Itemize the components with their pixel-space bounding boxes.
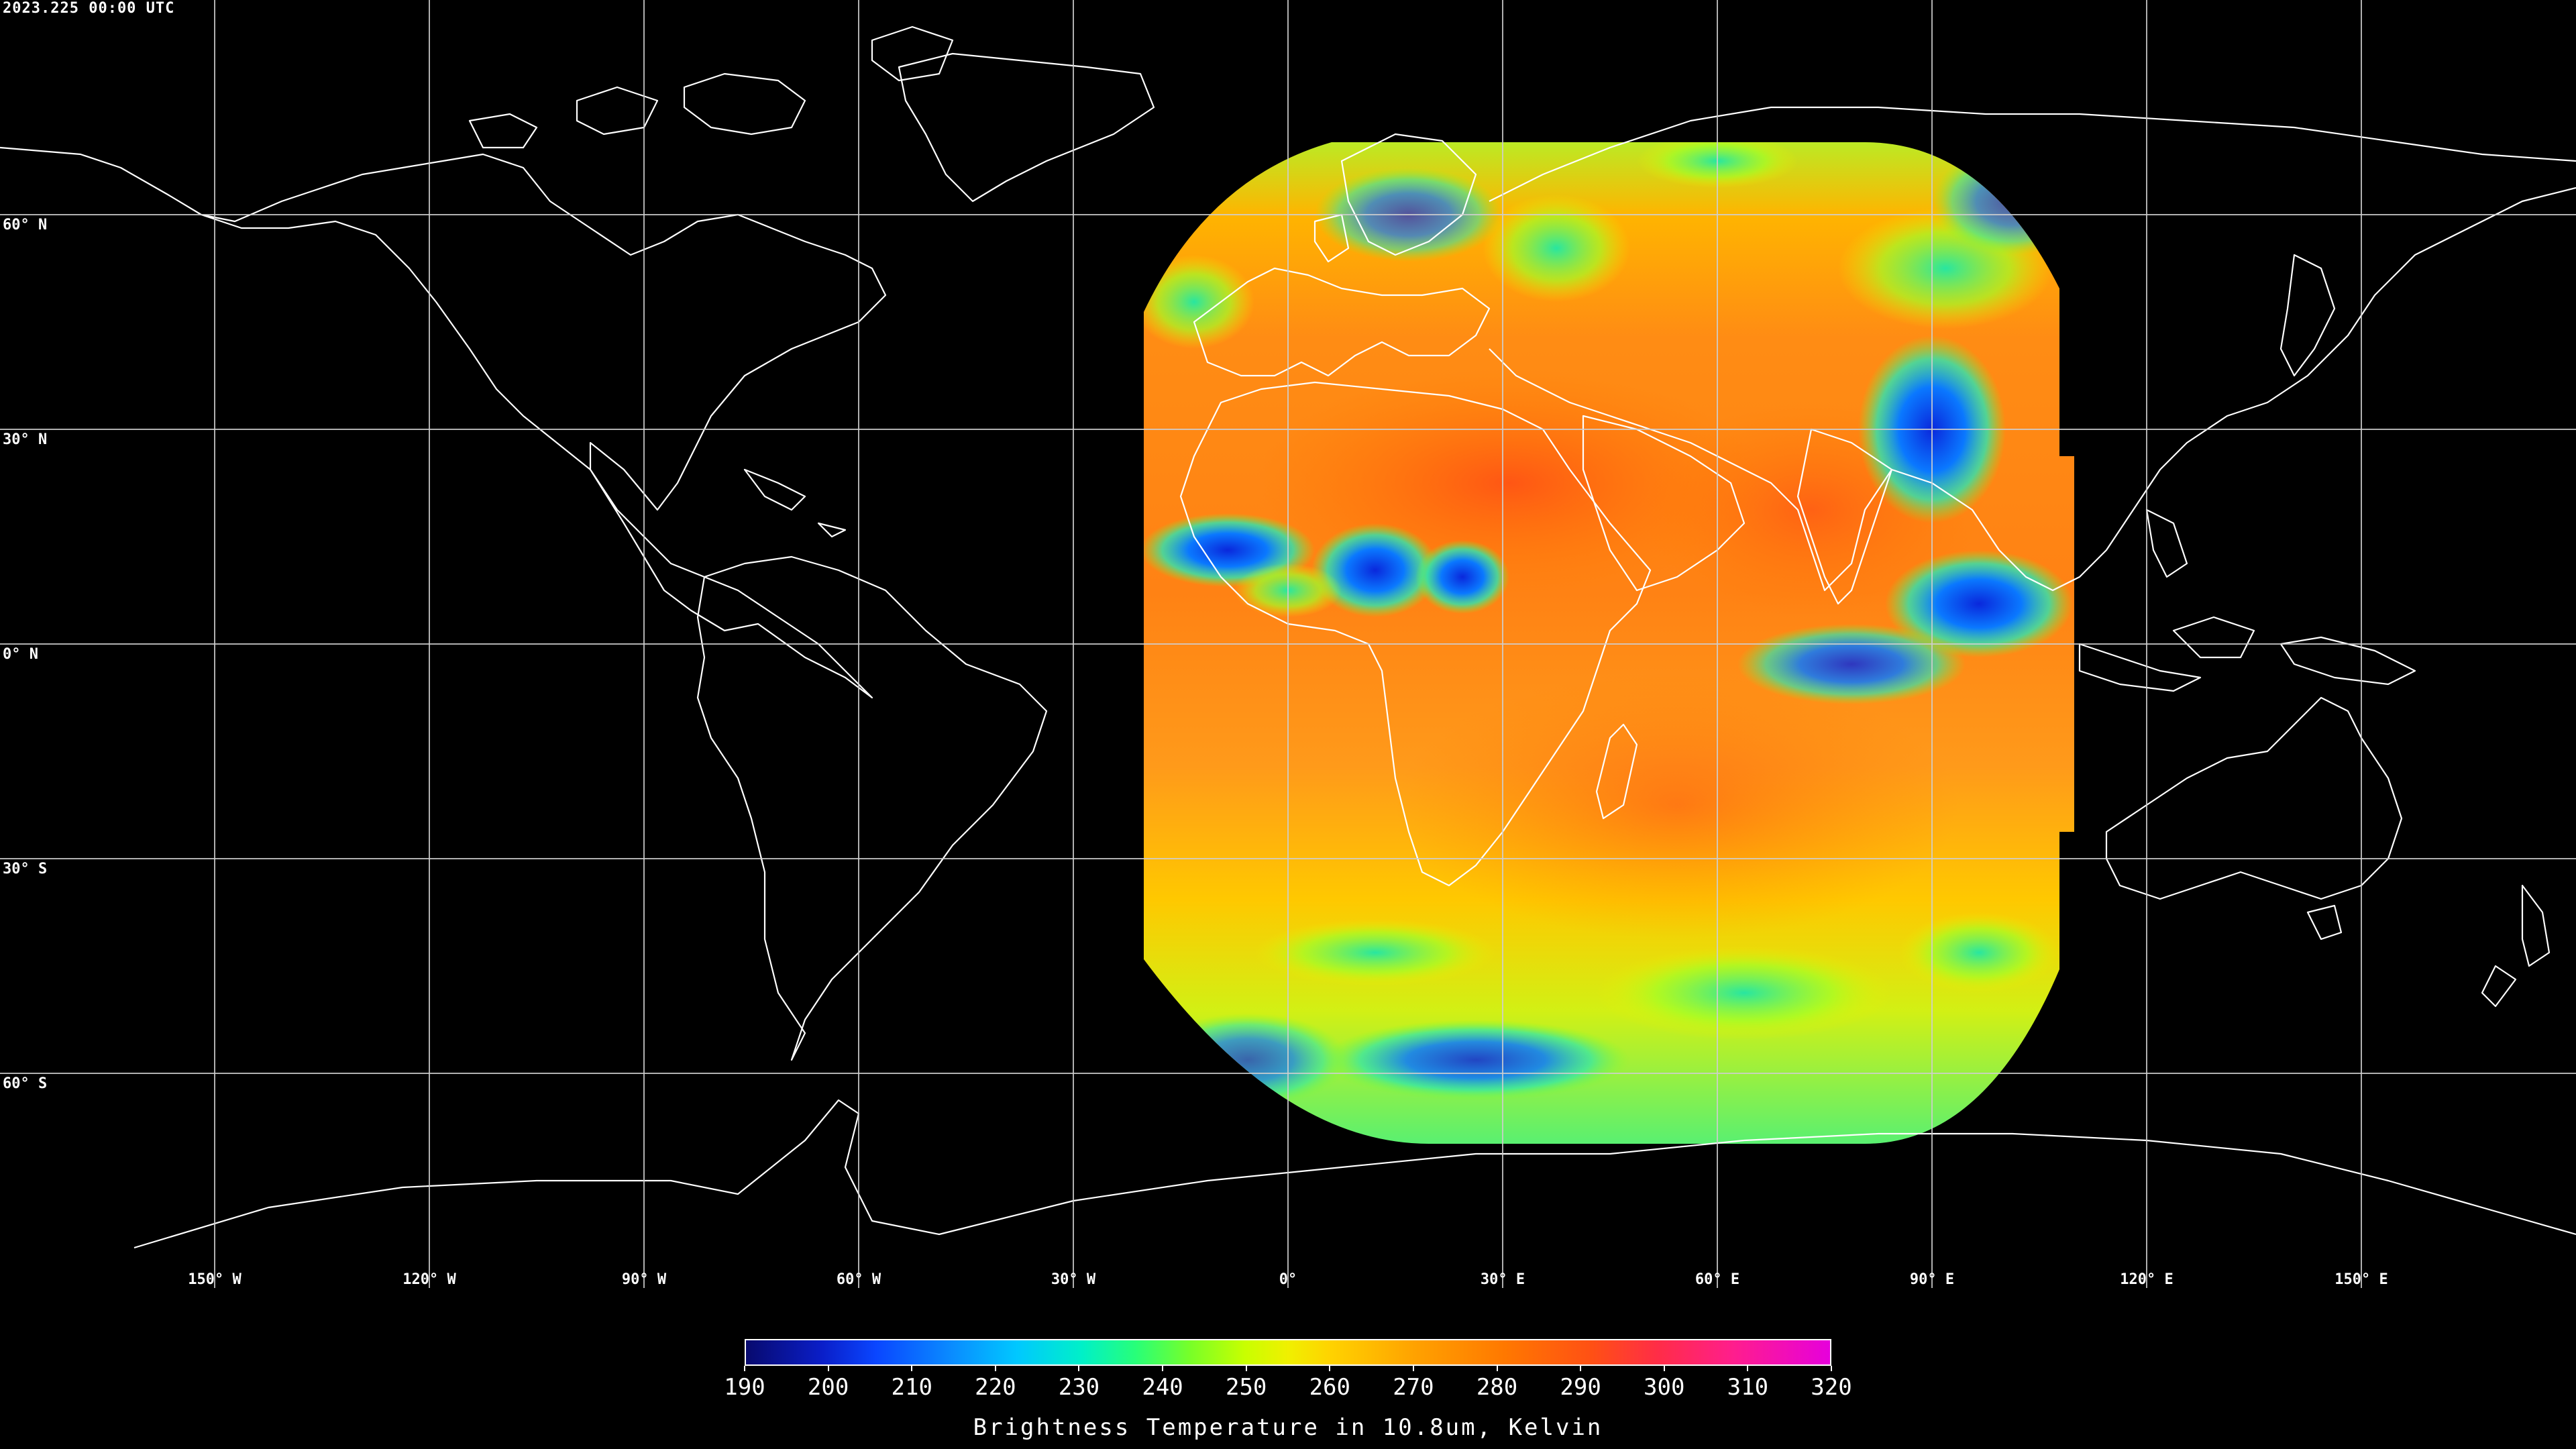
- colorbar-tick: [1245, 1366, 1247, 1371]
- graticule: [0, 0, 2576, 1288]
- colorbar-tick: [1747, 1366, 1749, 1371]
- colorbar-tick-label: 230: [1058, 1374, 1100, 1401]
- colorbar-tick-label: 320: [1811, 1374, 1852, 1401]
- colorbar-title: Brightness Temperature in 10.8um, Kelvin: [973, 1414, 1603, 1441]
- lat-labels: 60° N 30° N 0° N 30° S 60° S: [3, 217, 47, 1092]
- colorbar-tick: [911, 1366, 913, 1371]
- lat-label: 60° S: [3, 1075, 47, 1092]
- lon-label: 90° W: [622, 1271, 667, 1288]
- lon-label: 150° E: [2334, 1271, 2387, 1288]
- lon-label: 60° W: [837, 1271, 881, 1288]
- colorbar-tick-label: 270: [1393, 1374, 1434, 1401]
- colorbar-tick-label: 280: [1476, 1374, 1518, 1401]
- colorbar-tick-label: 190: [724, 1374, 765, 1401]
- timestamp-label: 2023.225 00:00 UTC: [3, 0, 175, 17]
- lon-label: 60° E: [1695, 1271, 1739, 1288]
- lon-label: 150° W: [188, 1271, 241, 1288]
- colorbar-tick: [1078, 1366, 1080, 1371]
- lon-label: 30° E: [1481, 1271, 1525, 1288]
- colorbar-tick-label: 300: [1644, 1374, 1685, 1401]
- colorbar-tick: [1162, 1366, 1164, 1371]
- lat-label: 30° S: [3, 861, 47, 877]
- colorbar-tick: [1329, 1366, 1331, 1371]
- colorbar-gradient: [745, 1339, 1831, 1366]
- colorbar-tick-label: 310: [1727, 1374, 1769, 1401]
- colorbar-ticks: 190 200 210 220 230 240 250 260 270 280 290 300 310 3…: [724, 1366, 1852, 1406]
- lat-label: 60° N: [3, 217, 47, 233]
- colorbar-tick-label: 200: [807, 1374, 849, 1401]
- lon-label: 30° W: [1051, 1271, 1096, 1288]
- colorbar-tick-label: 290: [1560, 1374, 1601, 1401]
- lon-label: 0°: [1279, 1271, 1297, 1288]
- colorbar-tick: [1496, 1366, 1498, 1371]
- colorbar-tick: [1831, 1366, 1832, 1371]
- lon-label: 90° E: [1910, 1271, 1954, 1288]
- colorbar-tick: [1663, 1366, 1665, 1371]
- colorbar-tick: [1412, 1366, 1414, 1371]
- colorbar-tick-label: 220: [975, 1374, 1016, 1401]
- colorbar-tick-label: 260: [1309, 1374, 1351, 1401]
- colorbar-tick-label: 250: [1225, 1374, 1267, 1401]
- satellite-image: [1144, 142, 2074, 1144]
- lon-label: 120° E: [2120, 1271, 2173, 1288]
- colorbar: [745, 1339, 1831, 1366]
- colorbar-tick: [744, 1366, 745, 1371]
- colorbar-tick-label: 210: [891, 1374, 932, 1401]
- lon-label: 120° W: [402, 1271, 456, 1288]
- lon-labels: 150° W 120° W 90° W 60° W 30° W 0° 30° E 60° E 9…: [188, 1271, 2387, 1288]
- colorbar-tick: [1580, 1366, 1582, 1371]
- lat-label: 30° N: [3, 431, 47, 448]
- world-map: 60° N 30° N 0° N 30° S 60° S 150° W 120° W 90°…: [0, 0, 2576, 1288]
- colorbar-tick: [994, 1366, 996, 1371]
- colorbar-tick-label: 240: [1142, 1374, 1183, 1401]
- colorbar-tick: [827, 1366, 829, 1371]
- lat-label: 0° N: [3, 646, 38, 663]
